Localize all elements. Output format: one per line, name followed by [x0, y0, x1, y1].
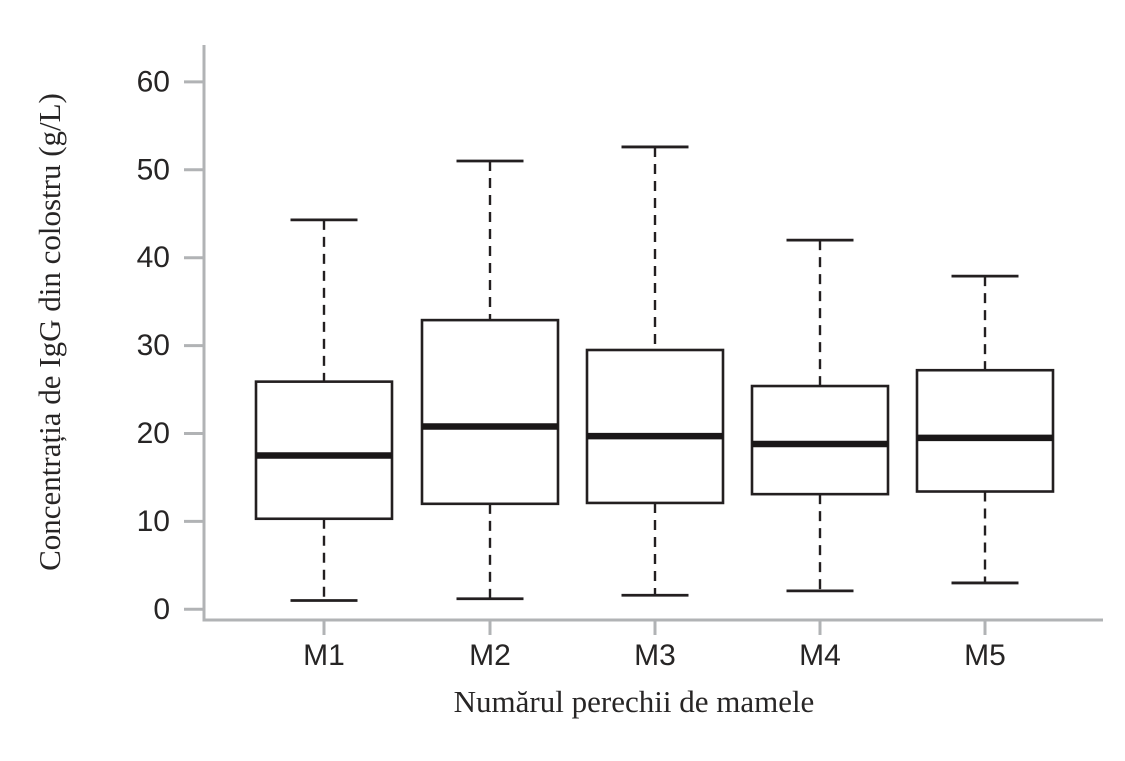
- x-tick-label: M1: [303, 639, 345, 672]
- x-axis-title: Numărul perechii de mamele: [454, 684, 815, 719]
- x-tick-label: M3: [634, 639, 676, 672]
- y-tick-label: 40: [137, 241, 170, 274]
- y-axis-title: Concentrația de IgG din colostru (g/L): [32, 93, 67, 571]
- boxes-layer: [254, 145, 1055, 602]
- box-group-M4: [750, 238, 890, 593]
- x-tick-label: M5: [964, 639, 1006, 672]
- y-tick-label: 50: [137, 153, 170, 186]
- y-tick-label: 60: [137, 65, 170, 98]
- y-tick-label: 30: [137, 329, 170, 362]
- axes-layer: 0 10 20 30 40 50 60 M1 M2 M3 M4 M5: [137, 45, 1103, 672]
- iqr-box: [750, 384, 890, 496]
- x-tick-label: M4: [799, 639, 841, 672]
- box-group-M3: [585, 145, 725, 597]
- iqr-box: [420, 318, 560, 506]
- iqr-box: [585, 348, 725, 505]
- y-tick-label: 20: [137, 417, 170, 450]
- y-tick-label: 10: [137, 505, 170, 538]
- box-group-M5: [915, 274, 1055, 585]
- iqr-box: [254, 380, 394, 521]
- box-group-M2: [420, 159, 560, 601]
- y-tick-label: 0: [153, 593, 170, 626]
- box-group-M1: [254, 218, 394, 602]
- iqr-box: [915, 368, 1055, 493]
- x-tick-label: M2: [469, 639, 511, 672]
